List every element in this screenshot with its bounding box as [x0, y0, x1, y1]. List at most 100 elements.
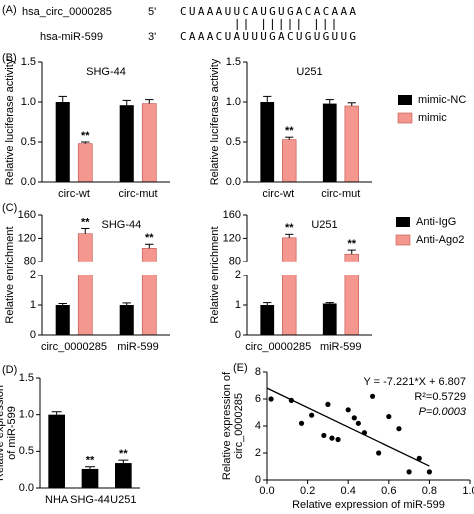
x-tick-label: 0.2: [300, 485, 315, 497]
y-tick-label: 4: [255, 420, 261, 432]
fit-equation: Y = -7.221*X + 6.807: [363, 376, 466, 388]
x-tick-label: 0.4: [341, 485, 356, 497]
bar: [115, 463, 132, 488]
y-tick-label: 0: [235, 329, 241, 341]
bar: [55, 305, 70, 335]
point: [309, 412, 315, 418]
y-tick-label: 0.5: [19, 445, 34, 457]
x-tick-label: miR-599: [320, 341, 362, 353]
y-tick-label: 0: [30, 329, 36, 341]
bar: [141, 103, 157, 183]
x-tick-label: 0.8: [422, 485, 437, 497]
chart-title: SHG-44: [86, 66, 126, 78]
bar: [282, 237, 297, 336]
significance: **: [119, 448, 128, 460]
legend-swatch: [395, 234, 411, 246]
x-tick-label: miR-599: [117, 341, 159, 353]
y-tick-label: 2: [30, 269, 36, 281]
axis-break: [36, 261, 170, 275]
bar: [119, 105, 134, 182]
x-tick-label: NHA: [45, 494, 69, 506]
y-tick-label: 0.0: [19, 482, 34, 494]
bar: [48, 414, 65, 488]
bar: [322, 103, 337, 182]
bar: [322, 303, 337, 335]
y-tick-label: 0.0: [21, 176, 36, 188]
panel-label: (B): [2, 52, 17, 64]
chart-title: U251: [311, 219, 337, 231]
bar: [119, 305, 134, 335]
point: [298, 420, 305, 426]
y-tick-label: 80: [229, 256, 241, 268]
pairing-lines: [236, 19, 335, 30]
p-value: P=0.0003: [419, 406, 467, 418]
significance: **: [145, 232, 154, 244]
y-axis-label: Relative expression of: [221, 371, 233, 480]
sequence: CUAAAUUCAUGUGACACAAA: [180, 5, 356, 18]
significance: **: [285, 125, 294, 137]
fit-line: [266, 387, 430, 467]
x-tick-label: circ_0000285: [41, 341, 107, 353]
y-axis-label: of miR-599: [6, 406, 18, 460]
y-tick-label: 0: [255, 474, 261, 486]
seq-end: 5': [148, 6, 156, 18]
point: [396, 426, 402, 432]
x-tick-label: 0.0: [259, 485, 274, 497]
panel-label: (A): [2, 4, 17, 16]
x-tick-label: circ-mut: [321, 188, 360, 200]
bar: [77, 143, 93, 183]
point: [329, 435, 335, 441]
significance: **: [347, 238, 356, 250]
axis-break: [241, 261, 372, 275]
y-axis-label: Relative expression: [0, 385, 6, 481]
point: [351, 415, 357, 421]
y-axis-label: Relative luciferase activity: [4, 58, 16, 185]
bar: [141, 248, 157, 336]
point: [325, 401, 331, 407]
point: [376, 450, 382, 456]
y-tick-label: 0.5: [226, 136, 241, 148]
significance: **: [86, 455, 95, 467]
y-tick-label: 1.5: [226, 56, 241, 68]
y-tick-label: 0.5: [21, 136, 36, 148]
y-tick-label: 120: [18, 232, 36, 244]
legend-swatch: [397, 112, 413, 124]
bar: [344, 105, 359, 183]
significance: **: [285, 222, 294, 234]
chart-title: SHG-44: [101, 219, 141, 231]
y-tick-label: 1.0: [21, 96, 36, 108]
legend-label: Anti-Ago2: [416, 234, 464, 246]
legend-swatch: [398, 95, 412, 105]
x-tick-label: 1.0: [462, 485, 474, 497]
point: [345, 407, 351, 413]
seq-end: 3': [148, 31, 156, 43]
y-tick-label: 0.0: [226, 176, 241, 188]
y-tick-label: 1.0: [19, 409, 34, 421]
point: [321, 432, 327, 439]
bar: [77, 233, 93, 336]
point: [335, 436, 341, 443]
y-tick-label: 120: [223, 232, 241, 244]
y-axis-label: Relative enrichment: [209, 226, 221, 323]
x-tick-label: circ-wt: [262, 188, 294, 200]
x-tick-label: SHG-44: [70, 494, 110, 506]
point: [416, 455, 422, 461]
bar: [260, 305, 275, 335]
x-tick-label: circ-mut: [118, 188, 157, 200]
y-tick-label: 1.0: [226, 96, 241, 108]
legend-swatch: [396, 217, 410, 227]
panel-label: (E): [233, 362, 248, 374]
bar: [55, 102, 70, 182]
y-axis-label: Relative luciferase activity: [209, 58, 221, 185]
y-axis-label: circ_0000285: [233, 393, 245, 459]
y-tick-label: 80: [24, 256, 36, 268]
sequence: CAAACUAUUUGACUGUGUUG: [180, 30, 356, 43]
point: [386, 413, 392, 420]
y-tick-label: 6: [255, 393, 261, 405]
x-tick-label: U251: [110, 494, 136, 506]
bar: [260, 102, 275, 182]
y-tick-label: 1.5: [19, 372, 34, 384]
point: [288, 397, 294, 403]
seq-name: hsa-miR-599: [40, 31, 103, 43]
panel-label: (C): [2, 202, 17, 214]
